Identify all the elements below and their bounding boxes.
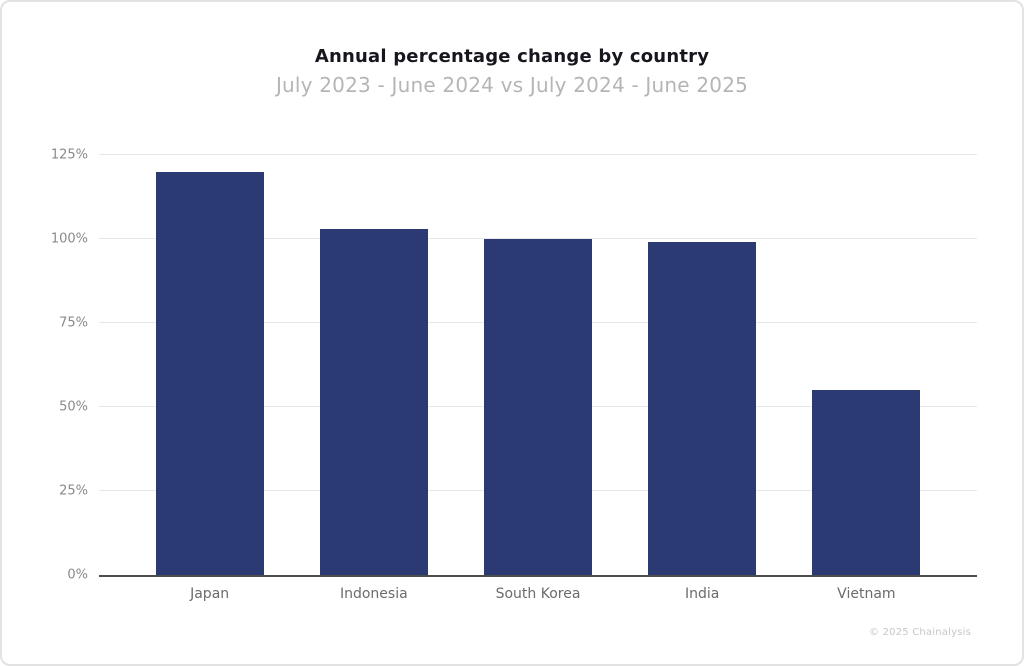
x-tick-label: Indonesia <box>339 586 408 602</box>
bar-south-korea <box>484 239 592 575</box>
chart-title: Annual percentage change by country <box>314 46 710 67</box>
copyright-text: © 2025 Chainalysis <box>869 627 971 638</box>
bar-japan <box>155 171 264 575</box>
x-tick-label: India <box>684 586 720 602</box>
y-tick-label: 125% <box>50 147 88 163</box>
y-tick-label: 100% <box>50 231 88 247</box>
x-tick-label: Japan <box>190 586 230 602</box>
x-tick-label: Vietnam <box>837 586 896 602</box>
chart-header: Annual percentage change by country July… <box>2 2 1022 97</box>
plot-area: 0% 25% 50% 75% 100% 125% Japan Indonesia South K… <box>51 148 977 602</box>
y-tick-label: 75% <box>59 315 88 331</box>
gridline <box>99 154 977 155</box>
chart-subtitle: July 2023 - June 2024 vs July 2024 - Jun… <box>275 73 749 97</box>
bar-vietnam <box>812 390 921 575</box>
y-tick-label: 50% <box>59 399 88 415</box>
gridline <box>99 238 977 239</box>
x-tick-label: South Korea <box>495 586 581 602</box>
bar-indonesia <box>319 228 428 575</box>
bar-india <box>648 242 757 575</box>
y-tick-label: 25% <box>59 483 88 499</box>
y-tick-label: 0% <box>67 567 88 583</box>
